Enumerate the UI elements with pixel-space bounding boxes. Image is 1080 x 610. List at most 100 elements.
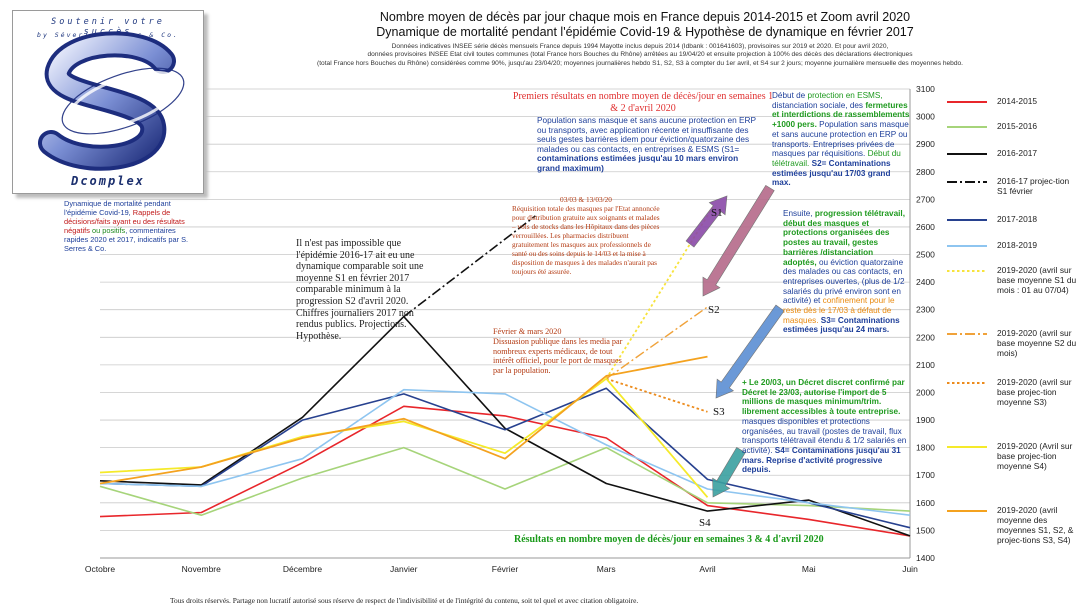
legend-swatch (947, 126, 987, 128)
arrow-s3-icon (715, 304, 785, 399)
legend-label: 2019-2020 (avril sur base moyenne S1 du … (997, 265, 1077, 295)
s1-annotation-bold: contaminations estimées jusqu'au 10 mars… (537, 153, 739, 173)
x-tick-label: Novembre (182, 564, 221, 574)
y-tick-label: 3100 (916, 84, 935, 94)
s2-text-g: S2= Contaminations estimées jusqu'au 17/… (772, 158, 891, 188)
series-line-7 (605, 306, 708, 380)
chart-title: Nombre moyen de décès par jour chaque mo… (300, 10, 990, 40)
feb-march-text: Dissuasion publique dans les media par n… (493, 336, 623, 376)
y-tick-label: 2500 (916, 250, 935, 260)
s2-text-f: Début du télétravail. (772, 149, 901, 168)
legend-swatch (947, 181, 987, 183)
series-line-3 (403, 215, 536, 318)
y-tick-label: 3000 (916, 112, 935, 122)
s3-text-c: ou éviction quatorzaine des malades ou c… (783, 257, 905, 306)
s2-text-b: protection en ESMS, (807, 91, 883, 100)
legend-label: 2019-2020 (avril sur base moyenne S2 du … (997, 328, 1077, 358)
s2-text-e: Population sans masque et sans aucune pr… (772, 120, 909, 159)
label-s1: S1 (711, 207, 723, 219)
x-tick-label: Janvier (390, 564, 418, 574)
y-tick-label: 2800 (916, 167, 935, 177)
side-note-part-4: , commentaires rapides 2020 et 2017, ind… (64, 226, 189, 253)
x-tick-label: Juin (902, 564, 918, 574)
series-line-0 (99, 405, 911, 537)
legend-label: 2015-2016 (997, 121, 1038, 131)
legend-label: 2016-2017 (997, 148, 1038, 158)
legend-swatch (947, 510, 987, 512)
series-line-1 (99, 446, 911, 516)
legend-label: 2019-2020 (avril moyenne des moyennes S1… (997, 505, 1074, 545)
x-tick-label: Octobre (85, 564, 116, 574)
masks-annotation: 03/03 & 13/03/20 Réquisition totale des … (512, 195, 660, 276)
legend-swatch (947, 219, 987, 221)
s2-text-a: Début de (772, 91, 806, 100)
arrow-s1-icon (685, 195, 728, 248)
dcomplex-logo: Soutenir votre succès by Séverine Serres… (12, 10, 204, 194)
y-tick-label: 2600 (916, 222, 935, 232)
legend-swatch (947, 333, 987, 335)
series-line-2 (99, 315, 911, 537)
legend-swatch (947, 153, 987, 155)
x-tick-label: Février (492, 564, 519, 574)
label-s2: S2 (708, 304, 720, 316)
y-tick-label: 2700 (916, 194, 935, 204)
series-line-4 (99, 387, 911, 529)
arrow-s4-icon (712, 447, 746, 498)
first-results-heading: Premiers résultats en nombre moyen de dé… (512, 91, 774, 114)
x-tick-label: Mars (597, 564, 616, 574)
s3-text-e: S3= Contaminations estimées jusqu'au 24 … (783, 315, 900, 335)
s2-text-d: fermetures et interdictions de rassemble… (772, 100, 910, 130)
y-tick-label: 2300 (916, 305, 935, 315)
feb-march-annotation: Février & mars 2020 Dissuasion publique … (493, 327, 623, 376)
y-tick-label: 2000 (916, 387, 935, 397)
y-tick-label: 1900 (916, 415, 935, 425)
masks-dates: 03/03 & 13/03/20 (560, 195, 612, 204)
y-tick-label: 2100 (916, 360, 935, 370)
s3-text-a: Ensuite, (783, 209, 813, 218)
hypothesis-note: Il n'est pas impossible que l'épidémie 2… (296, 238, 424, 342)
side-note-part-2: Rappels de décisions/faits ayant eu des … (64, 208, 185, 235)
legend-label: 2014-2015 (997, 96, 1038, 106)
side-note-part-1: Dynamique de mortalité pendant l'épidémi… (64, 199, 171, 217)
s4-text-b: masques disponibles et protections organ… (742, 416, 907, 455)
legend-swatch (947, 382, 987, 384)
y-tick-label: 1400 (916, 553, 935, 563)
y-tick-label: 1700 (916, 470, 935, 480)
masks-text: Réquisition totale des masques par l'Eta… (512, 204, 660, 276)
y-tick-label: 1600 (916, 498, 935, 508)
y-tick-label: 2200 (916, 332, 935, 342)
title-line-2: Dynamique de mortalité pendant l'épidémi… (376, 25, 914, 39)
legend-label: 2016-17 projec-tion S1 février (997, 176, 1070, 196)
s3-annotation: Ensuite, progression télétravail, début … (783, 209, 909, 335)
footer-note: Tous droits réservés. Partage non lucrat… (170, 596, 639, 605)
side-note: Dynamique de mortalité pendant l'épidémi… (64, 199, 192, 253)
bottom-results-heading: Résultats en nombre moyen de décès/jour … (514, 534, 824, 545)
sources-line-3: (total France hors Bouches du Rhône) con… (317, 59, 963, 67)
legend-label: 2018-2019 (997, 240, 1038, 250)
s4-text-a: + Le 20/03, un Décret discret confirmé p… (742, 378, 905, 417)
side-note-part-3: ou positifs (91, 226, 126, 235)
s4-text-c: S4= Contaminations jusqu'au 31 mars. Rep… (742, 445, 901, 475)
sources-line-1: Données indicatives INSEE série décès me… (391, 43, 889, 50)
legend-swatch (947, 270, 987, 272)
s3-text-b: progression télétravail, début des masqu… (783, 209, 905, 267)
y-tick-label: 2900 (916, 139, 935, 149)
logo-s-mark-icon (38, 31, 185, 171)
x-tick-label: Décembre (283, 564, 322, 574)
legend-label: 2019-2020 (Avril sur base projec-tion mo… (997, 441, 1073, 471)
legend-swatch (947, 101, 987, 103)
legend-swatch (947, 245, 987, 247)
series-line-10 (99, 355, 708, 485)
legend-swatch (947, 446, 987, 448)
legend-label: 2017-2018 (997, 214, 1038, 224)
arrow-s2-icon (702, 184, 775, 297)
y-tick-label: 2400 (916, 277, 935, 287)
s2-text-c: distanciation sociale, des (772, 100, 864, 110)
s2-annotation: Début de protection en ESMS, distanciati… (772, 91, 910, 188)
title-line-1: Nombre moyen de décès par jour chaque mo… (379, 10, 911, 24)
s3-text-d: confinement pour le reste dès le 17/03 à… (783, 296, 895, 325)
label-s4: S4 (699, 517, 711, 529)
feb-march-title: Février & mars 2020 (493, 327, 562, 336)
s1-annotation-text: Population sans masque et sans aucune pr… (537, 115, 756, 154)
